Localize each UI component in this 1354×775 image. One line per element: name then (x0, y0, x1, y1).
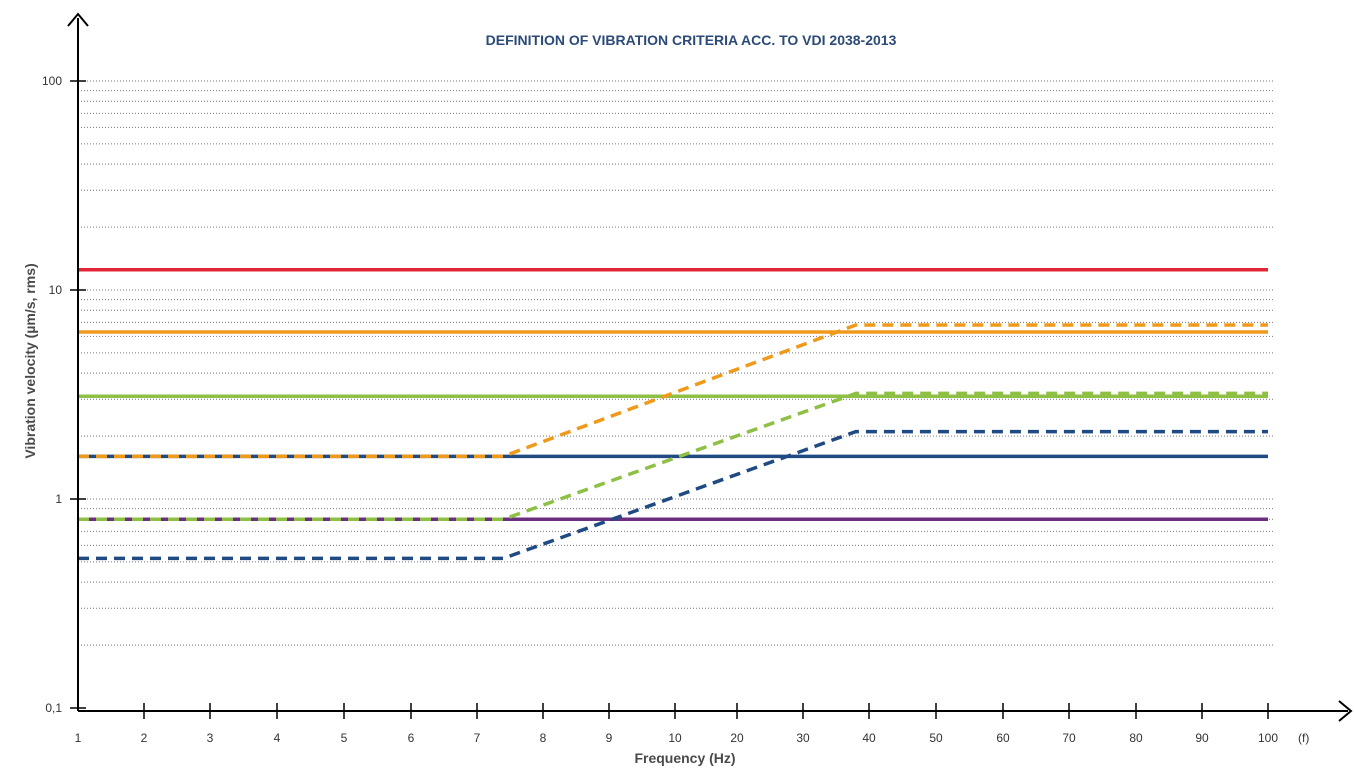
x-tick-label: 9 (606, 731, 613, 745)
x-tick-label: 70 (1062, 731, 1076, 745)
x-tick-label: 2 (141, 731, 148, 745)
x-tick-label: 1 (75, 731, 82, 745)
series-line (78, 323, 1268, 459)
x-tick-label: 3 (207, 731, 214, 745)
x-tick-label: 10 (668, 731, 682, 745)
x-axis-label: Frequency (Hz) (634, 750, 735, 766)
x-ticks: 1 2 3 4 5 6 7 8 9 10 20 30 40 50 60 70 80 90 100 (75, 703, 1278, 745)
x-tick-label: 40 (862, 731, 876, 745)
grid-lines (78, 80, 1274, 646)
series-lines (78, 267, 1268, 561)
x-tick-label: 5 (341, 731, 348, 745)
x-tick-label: 20 (730, 731, 744, 745)
x-tick-label: 100 (1258, 731, 1278, 745)
x-tick-label: 30 (796, 731, 810, 745)
x-tick-label: 8 (540, 731, 547, 745)
x-tick-label: 7 (474, 731, 481, 745)
series-line (78, 391, 1268, 522)
series-line (78, 429, 1268, 561)
y-tick-label: 0,1 (45, 701, 62, 715)
y-tick-label: 10 (49, 283, 63, 297)
x-axis-arrow (1338, 700, 1353, 722)
y-ticks: 0,1 1 10 100 (42, 74, 86, 715)
x-tick-label: 50 (929, 731, 943, 745)
x-tick-label: 80 (1129, 731, 1143, 745)
x-tick-label: 6 (408, 731, 415, 745)
y-axis-arrow (67, 12, 89, 27)
axes (67, 12, 1353, 722)
y-tick-label: 1 (55, 492, 62, 506)
x-tick-label: 60 (996, 731, 1010, 745)
x-tick-label: 90 (1195, 731, 1209, 745)
chart-title: DEFINITION OF VIBRATION CRITERIA ACC. TO… (486, 32, 897, 48)
y-tick-label: 100 (42, 74, 62, 88)
x-unit-marker: (f) (1298, 731, 1309, 745)
x-tick-label: 4 (274, 731, 281, 745)
y-axis-label: Vibration velocity (µm/s, rms) (22, 263, 38, 458)
